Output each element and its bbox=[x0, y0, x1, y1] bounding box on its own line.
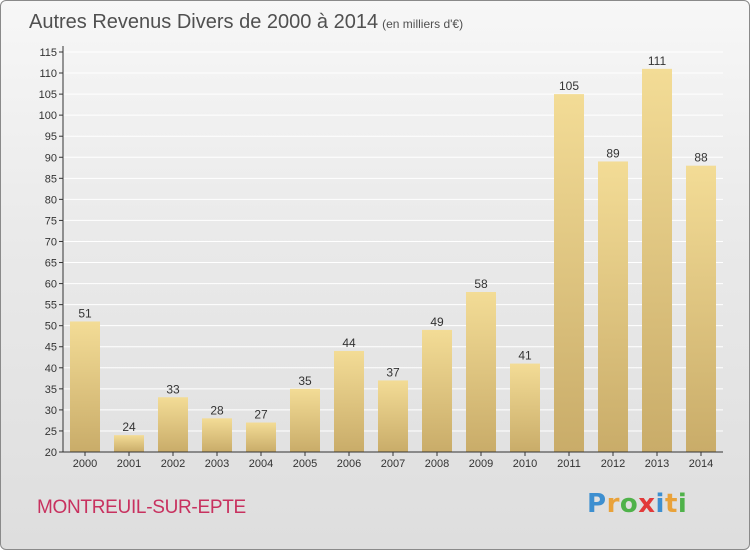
logo-letter: i bbox=[655, 489, 665, 519]
data-label: 28 bbox=[210, 403, 224, 417]
proxiti-logo: Proxiti bbox=[587, 489, 687, 519]
bar bbox=[554, 94, 584, 453]
x-tick-label: 2003 bbox=[205, 458, 229, 470]
y-tick-label: 80 bbox=[45, 194, 57, 206]
data-label: 33 bbox=[166, 382, 180, 396]
x-tick-label: 2011 bbox=[557, 458, 581, 470]
data-label: 51 bbox=[78, 306, 92, 320]
data-label: 105 bbox=[559, 79, 579, 93]
y-tick-label: 85 bbox=[45, 173, 57, 185]
bar bbox=[114, 435, 144, 452]
logo-letter: i bbox=[677, 489, 688, 519]
data-label: 88 bbox=[694, 151, 708, 165]
commune-name: MONTREUIL-SUR-EPTE bbox=[37, 497, 246, 518]
bar bbox=[70, 321, 100, 452]
bar bbox=[290, 388, 320, 452]
bar bbox=[466, 292, 496, 452]
x-tick-label: 2008 bbox=[425, 458, 449, 470]
y-tick-label: 110 bbox=[39, 68, 57, 80]
y-tick-label: 20 bbox=[45, 447, 57, 459]
x-tick-label: 2006 bbox=[337, 458, 361, 470]
x-tick-label: 2001 bbox=[117, 458, 141, 470]
y-tick-label: 35 bbox=[45, 384, 57, 396]
x-tick-label: 2007 bbox=[381, 458, 405, 470]
y-tick-label: 105 bbox=[39, 89, 57, 101]
x-tick-label: 2005 bbox=[293, 458, 317, 470]
y-tick-label: 115 bbox=[39, 47, 57, 59]
data-label: 41 bbox=[518, 349, 532, 363]
x-tick-label: 2009 bbox=[469, 458, 493, 470]
bar bbox=[642, 68, 672, 452]
bar bbox=[598, 161, 628, 452]
y-tick-label: 100 bbox=[39, 110, 57, 122]
chart-title: Autres Revenus Divers de 2000 à 2014 (en … bbox=[29, 11, 463, 34]
bar bbox=[334, 350, 364, 452]
y-tick-label: 30 bbox=[45, 405, 57, 417]
data-label: 27 bbox=[254, 408, 268, 422]
y-tick-label: 40 bbox=[45, 363, 57, 375]
data-label: 58 bbox=[474, 277, 488, 291]
y-tick-label: 65 bbox=[45, 258, 57, 270]
y-tick-label: 95 bbox=[45, 131, 57, 143]
bar bbox=[202, 418, 232, 452]
data-label: 44 bbox=[342, 336, 356, 350]
logo-letter: t bbox=[664, 489, 678, 519]
bar bbox=[246, 422, 276, 452]
x-tick-label: 2004 bbox=[249, 458, 273, 470]
x-tick-label: 2010 bbox=[513, 458, 537, 470]
logo-letter: x bbox=[638, 489, 656, 519]
chart-subtitle: (en milliers d'€) bbox=[382, 17, 464, 31]
x-tick-label: 2002 bbox=[161, 458, 185, 470]
y-tick-label: 90 bbox=[45, 152, 57, 164]
data-label: 111 bbox=[648, 54, 667, 68]
y-tick-label: 25 bbox=[45, 426, 57, 438]
bar bbox=[510, 363, 540, 452]
y-tick-label: 60 bbox=[45, 279, 57, 291]
y-tick-label: 75 bbox=[45, 215, 57, 227]
bar bbox=[378, 380, 408, 452]
x-tick-label: 2012 bbox=[601, 458, 625, 470]
logo-letter: P bbox=[587, 489, 607, 519]
data-label: 37 bbox=[386, 365, 400, 379]
data-label: 89 bbox=[606, 146, 620, 160]
logo-letter: o bbox=[619, 489, 639, 519]
y-tick-label: 55 bbox=[45, 300, 57, 312]
data-label: 24 bbox=[122, 420, 136, 434]
y-tick-label: 50 bbox=[45, 321, 57, 333]
x-tick-label: 2000 bbox=[73, 458, 97, 470]
chart-title-text: Autres Revenus Divers de 2000 à 2014 bbox=[29, 11, 379, 33]
bar bbox=[686, 165, 716, 452]
data-label: 49 bbox=[430, 315, 444, 329]
bar bbox=[422, 329, 452, 452]
logo-letter: r bbox=[606, 489, 620, 519]
y-tick-label: 45 bbox=[45, 342, 57, 354]
data-label: 35 bbox=[298, 374, 312, 388]
bar bbox=[158, 397, 188, 452]
x-tick-label: 2013 bbox=[645, 458, 669, 470]
x-tick-label: 2014 bbox=[689, 458, 713, 470]
y-tick-label: 70 bbox=[45, 236, 57, 248]
